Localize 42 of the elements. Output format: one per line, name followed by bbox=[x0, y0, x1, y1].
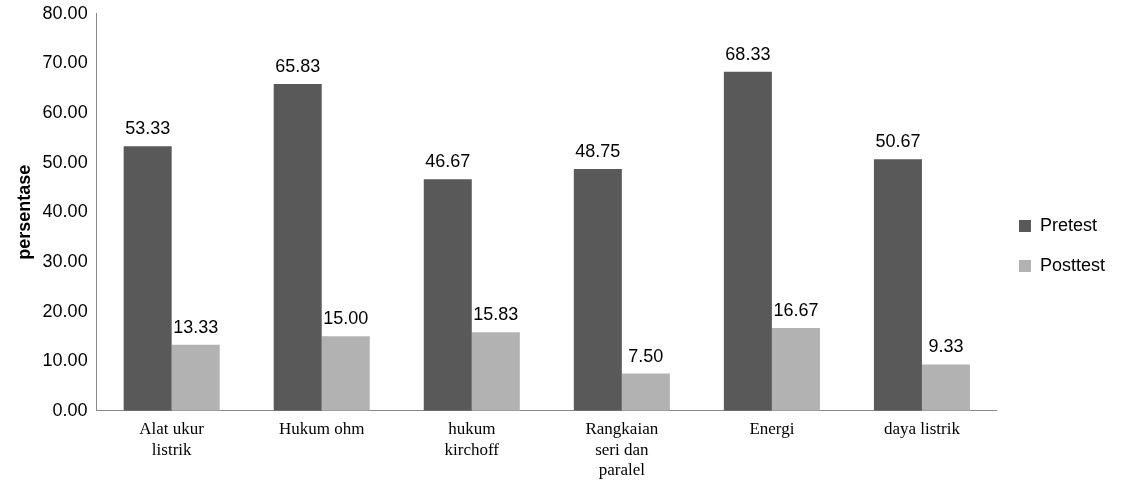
y-tick-label: 10.00 bbox=[42, 350, 88, 371]
x-tick-label: Rangkaian seri dan paralel bbox=[585, 419, 659, 480]
data-label: 13.33 bbox=[173, 316, 219, 337]
bar bbox=[273, 84, 322, 411]
y-tick-label: 50.00 bbox=[42, 151, 88, 172]
bar bbox=[123, 146, 172, 411]
y-axis-title: persentase bbox=[13, 164, 34, 260]
data-label: 48.75 bbox=[575, 140, 621, 161]
data-label: 46.67 bbox=[425, 151, 471, 172]
data-label: 53.33 bbox=[125, 118, 171, 139]
data-label: 16.67 bbox=[773, 300, 819, 321]
y-tick-label: 80.00 bbox=[42, 2, 88, 23]
data-label: 9.33 bbox=[928, 336, 964, 357]
x-tick-label: Alat ukur listrik bbox=[139, 419, 205, 459]
y-tick-label: 30.00 bbox=[42, 250, 88, 271]
legend-label: Posttest bbox=[1039, 254, 1105, 275]
data-label: 65.83 bbox=[275, 56, 321, 77]
legend-label: Pretest bbox=[1039, 214, 1097, 235]
x-tick-label: Energi bbox=[749, 419, 795, 439]
y-tick-label: 20.00 bbox=[42, 300, 88, 321]
data-label: 15.00 bbox=[323, 308, 369, 329]
bar bbox=[171, 344, 220, 411]
bar bbox=[423, 179, 472, 411]
bar bbox=[873, 159, 922, 411]
bar bbox=[921, 364, 970, 411]
y-tick-label: 40.00 bbox=[42, 201, 88, 222]
y-tick-label: 70.00 bbox=[42, 52, 88, 73]
data-label: 68.33 bbox=[725, 43, 771, 64]
data-label: 15.83 bbox=[473, 304, 519, 325]
bar bbox=[621, 373, 670, 411]
data-label: 7.50 bbox=[628, 345, 664, 366]
bar bbox=[471, 332, 520, 411]
x-tick-label: hukum kirchoff bbox=[444, 419, 500, 459]
x-tick-label: Hukum ohm bbox=[278, 419, 365, 439]
y-tick-label: 0.00 bbox=[52, 399, 88, 420]
y-tick-label: 60.00 bbox=[42, 102, 88, 123]
bar bbox=[321, 336, 370, 411]
x-tick-label: daya listrik bbox=[883, 419, 961, 439]
bar bbox=[573, 168, 622, 411]
bar bbox=[723, 71, 772, 411]
bar bbox=[771, 328, 820, 411]
data-label: 50.67 bbox=[875, 131, 921, 152]
